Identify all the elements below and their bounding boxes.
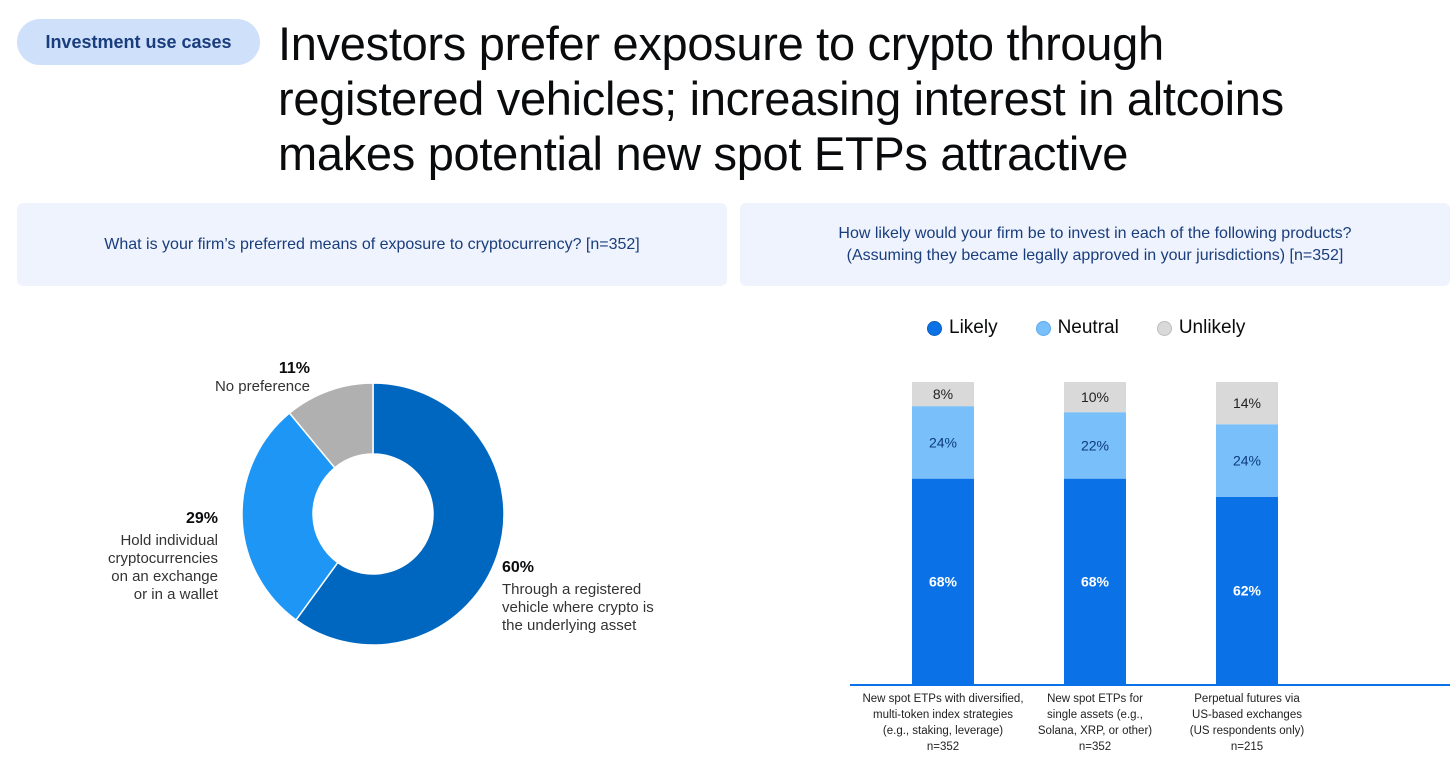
pie-slice-registered <box>294 382 505 646</box>
category-label: New spot ETPs with diversified, multi-to… <box>848 691 1038 755</box>
category-line: multi-token index strategies <box>873 709 1013 721</box>
stacked-bar-chart: 68% 24% 8% 68% 22% 10% 62% 24% 14% <box>850 382 1450 686</box>
legend-swatch-neutral <box>1035 320 1051 336</box>
legend-item-neutral: Neutral <box>1035 317 1119 339</box>
legend-swatch-likely <box>927 320 942 336</box>
category-line: Perpetual futures via <box>1194 693 1300 705</box>
legend-item-likely: Likely <box>927 317 998 339</box>
pie-pct-registered: 60% <box>502 559 535 576</box>
bar-label-unlikely: 14% <box>1233 395 1261 411</box>
pie-text-individual: or in a wallet <box>133 586 218 603</box>
legend-label-unlikely: Unlikely <box>1178 317 1246 338</box>
bar-label-neutral: 22% <box>1081 437 1109 453</box>
category-line: n=215 <box>1230 741 1264 753</box>
legend-swatch-unlikely <box>1156 320 1172 336</box>
pie-text-individual: on an exchange <box>111 568 218 585</box>
title-line: Investors prefer exposure to crypto thro… <box>278 17 1164 70</box>
category-label: New spot ETPs for single assets (e.g., S… <box>1000 691 1190 755</box>
right-question-box: How likely would your firm be to invest … <box>740 203 1450 286</box>
bar-segment-unlikely <box>1216 382 1278 425</box>
pie-label-registered: 60% Through a registered vehicle where c… <box>502 559 702 635</box>
pie-text-nopref: No preference <box>214 378 310 395</box>
category-line: US-based exchanges <box>1192 709 1302 721</box>
category-label: Perpetual futures via US-based exchanges… <box>1152 691 1342 755</box>
category-line: New spot ETPs with diversified, <box>862 693 1024 705</box>
bar-label-unlikely: 10% <box>1081 389 1109 405</box>
pie-pct-nopref: 11% <box>278 360 310 377</box>
left-question-box: What is your firm’s preferred means of e… <box>17 203 727 286</box>
bar-label-neutral: 24% <box>929 434 957 450</box>
bar-label-likely: 68% <box>929 573 958 589</box>
bar-label-likely: 68% <box>1081 573 1110 589</box>
page-title: Investors prefer exposure to crypto thro… <box>278 16 1438 181</box>
pie-label-individual: 29% Hold individual cryptocurrencies on … <box>70 510 218 604</box>
legend-label-neutral: Neutral <box>1057 317 1119 338</box>
donut-chart <box>241 382 505 646</box>
bar-segment-likely <box>912 478 974 684</box>
right-question-line: (Assuming they became legally approved i… <box>846 246 1344 264</box>
pie-text-registered: Through a registered <box>502 581 642 598</box>
left-question: What is your firm’s preferred means of e… <box>104 235 640 253</box>
legend-label-likely: Likely <box>949 317 998 338</box>
pie-slice-individual <box>241 412 339 622</box>
pie-slice-nopref <box>288 382 374 469</box>
bar-segment-neutral <box>1216 424 1278 497</box>
title-line: makes potential new spot ETPs attractive <box>278 127 1129 180</box>
bar-label-neutral: 24% <box>1233 453 1261 469</box>
category-line: New spot ETPs for <box>1047 693 1143 705</box>
pie-text-registered: vehicle where crypto is <box>502 599 654 616</box>
bar-segment-likely <box>1064 478 1126 684</box>
section-tag: Investment use cases <box>17 19 260 65</box>
pie-text-registered: the underlying asset <box>502 617 637 634</box>
category-line: n=352 <box>926 741 960 753</box>
right-question-line: How likely would your firm be to invest … <box>838 224 1352 242</box>
pie-label-nopref: 11% No preference <box>190 360 310 396</box>
pie-text-individual: Hold individual <box>120 532 218 549</box>
legend-item-unlikely: Unlikely <box>1156 317 1246 339</box>
title-line: registered vehicles; increasing interest… <box>278 72 1284 125</box>
category-line: n=352 <box>1078 741 1112 753</box>
category-line: Solana, XRP, or other) <box>1037 725 1153 737</box>
pie-pct-individual: 29% <box>185 510 218 527</box>
category-line: (US respondents only) <box>1189 725 1305 737</box>
bar-segment-unlikely <box>1064 382 1126 413</box>
bar-label-likely: 62% <box>1233 582 1262 598</box>
bar-segment-neutral <box>912 406 974 479</box>
category-line: single assets (e.g., <box>1047 709 1143 721</box>
category-line: (e.g., staking, leverage) <box>882 725 1004 737</box>
bar-label-unlikely: 8% <box>933 386 953 402</box>
bar-segment-neutral <box>1064 412 1126 479</box>
pie-text-individual: cryptocurrencies <box>107 550 218 567</box>
bar-segment-unlikely <box>912 382 974 407</box>
bar-segment-likely <box>1216 496 1278 684</box>
bar-legend: Likely Neutral Unlikely <box>927 317 1245 339</box>
